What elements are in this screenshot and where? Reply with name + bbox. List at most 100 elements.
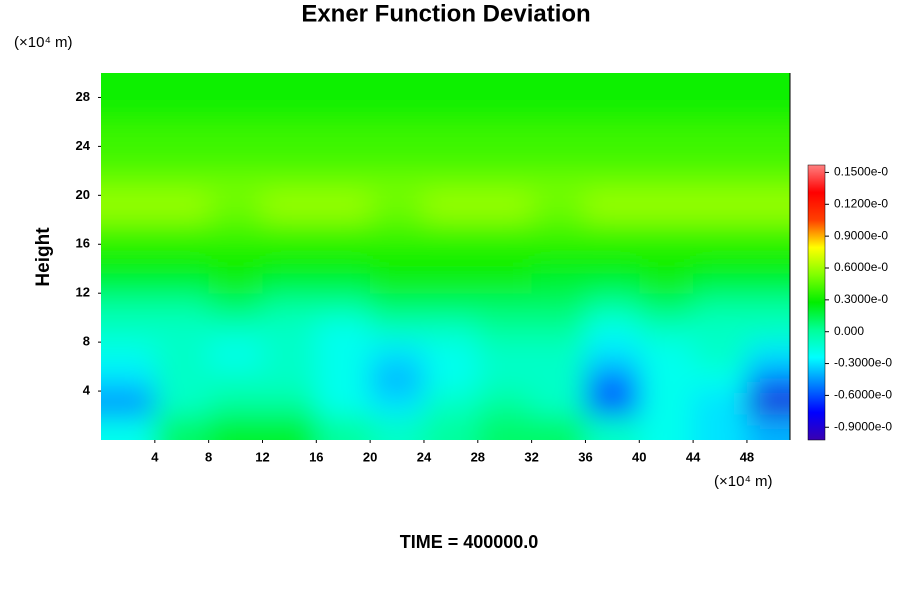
contour-cell: [477, 146, 533, 172]
contour-cell: [585, 366, 640, 392]
contour-cell: [746, 73, 790, 98]
contour-cell: [370, 195, 425, 221]
contour-cell: [101, 391, 156, 417]
x-tick-label: 16: [309, 449, 323, 464]
contour-cell: [639, 342, 694, 368]
contour-cell: [423, 97, 479, 123]
contour-cell: [585, 342, 640, 368]
contour-cell: [531, 73, 586, 98]
contour-cell: [477, 121, 533, 147]
contour-cell: [585, 97, 640, 123]
contour-cell: [316, 391, 371, 417]
contour-cell: [693, 146, 748, 172]
contour-cell: [423, 146, 479, 172]
contour-cell: [370, 317, 425, 343]
contour-cell: [208, 97, 263, 123]
contour-cell: [477, 342, 533, 368]
contour-cell: [262, 317, 317, 343]
contour-cell: [531, 391, 586, 417]
contour-cell: [370, 244, 425, 270]
y-unit: (×10⁴ m): [14, 34, 73, 51]
contour-cell: [370, 366, 425, 392]
contour-cell: [154, 391, 210, 417]
contour-cell: [208, 366, 263, 392]
contour-cell: [370, 170, 425, 196]
contour-cell: [477, 170, 533, 196]
contour-cell: [423, 293, 479, 319]
contour-cell: [262, 121, 317, 147]
contour-cell: [693, 415, 748, 440]
contour-cell: [585, 195, 640, 221]
contour-cell: [585, 317, 640, 343]
contour-cell: [531, 415, 586, 440]
contour-cell: [423, 73, 479, 98]
annotation: TIME = 400000.0: [400, 532, 539, 552]
contour-cell: [693, 317, 748, 343]
colorbar-label: 0.3000e-0: [834, 292, 888, 306]
contour-cell: [693, 121, 748, 147]
contour-cell: [639, 366, 694, 392]
contour-cell: [262, 195, 317, 221]
contour-cell: [585, 415, 640, 440]
contour-cell: [693, 219, 748, 245]
contour-cell: [639, 415, 694, 440]
contour-cell: [154, 317, 210, 343]
contour-cell: [154, 268, 210, 294]
contour-cell: [639, 219, 694, 245]
contour-cell: [208, 121, 263, 147]
contour-cell: [208, 170, 263, 196]
y-tick-label: 20: [76, 187, 90, 202]
contour-cell: [208, 293, 263, 319]
contour-cell: [154, 244, 210, 270]
contour-cell: [693, 244, 748, 270]
x-tick-label: 4: [151, 449, 159, 464]
y-tick-label: 28: [76, 89, 90, 104]
contour-cell: [101, 293, 156, 319]
contour-cell: [154, 195, 210, 221]
contour-cell: [477, 244, 533, 270]
contour-cell: [585, 73, 640, 98]
contour-cell: [639, 293, 694, 319]
contour-cell: [746, 317, 790, 343]
contour-cell: [316, 146, 371, 172]
contour-cell: [154, 73, 210, 98]
contour-cell: [316, 195, 371, 221]
contour-cell: [585, 244, 640, 270]
contour-cell: [639, 317, 694, 343]
contour-cell: [370, 219, 425, 245]
contour-cell: [262, 342, 317, 368]
contour-cell: [531, 97, 586, 123]
contour-cell: [477, 293, 533, 319]
contour-cell: [423, 268, 479, 294]
y-axis-label: Height: [33, 227, 54, 287]
contour-cell: [316, 97, 371, 123]
contour-cell: [154, 342, 210, 368]
contour-cell: [477, 268, 533, 294]
colorbar: [807, 164, 826, 441]
contour-cell: [154, 121, 210, 147]
contour-cell: [477, 366, 533, 392]
colorbar-label: 0.6000e-0: [834, 260, 888, 274]
contour-cell: [370, 391, 425, 417]
colorbar-label: -0.3000e-0: [834, 356, 892, 370]
x-tick-label: 24: [417, 449, 432, 464]
colorbar-label: 0.000: [834, 324, 864, 338]
contour-cell: [208, 146, 263, 172]
x-tick-label: 12: [255, 449, 269, 464]
contour-cell: [154, 219, 210, 245]
contour-cell: [370, 268, 425, 294]
contour-cell: [208, 415, 263, 440]
contour-cell: [208, 342, 263, 368]
contour-cell: [639, 244, 694, 270]
contour-cell: [262, 244, 317, 270]
contour-cell: [639, 97, 694, 123]
contour-cell: [370, 415, 425, 440]
colorbar-label: 0.1500e-0: [834, 165, 888, 179]
contour-cell: [585, 268, 640, 294]
contour-cell: [531, 146, 586, 172]
y-tick-label: 24: [76, 138, 91, 153]
contour-cell: [423, 366, 479, 392]
contour-cell: [101, 415, 156, 440]
contour-cell: [370, 342, 425, 368]
contour-cell: [262, 391, 317, 417]
